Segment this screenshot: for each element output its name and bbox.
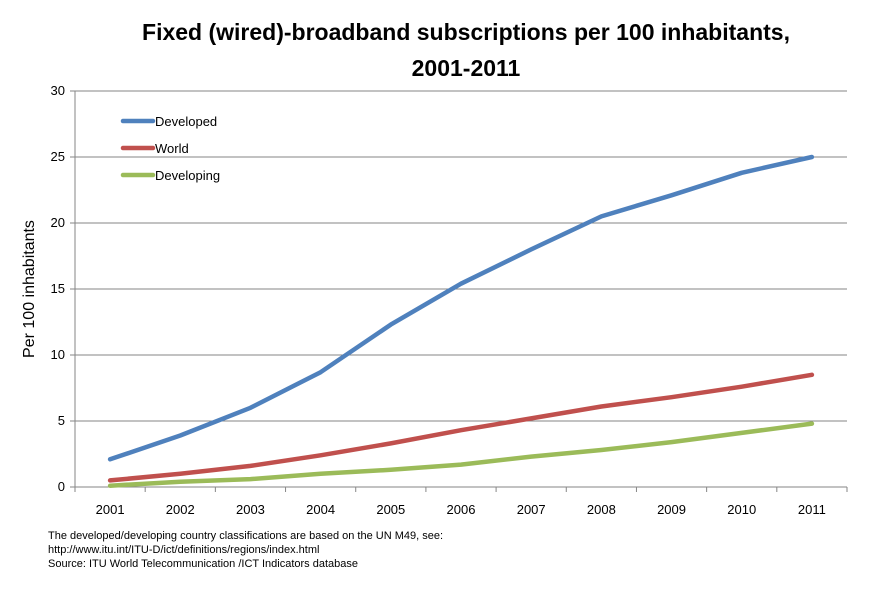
- x-tick-label-2009: 2009: [657, 502, 686, 517]
- footnote: The developed/developing country classif…: [48, 529, 848, 571]
- y-tick-label-6: 30: [51, 83, 65, 98]
- x-tick-label-2006: 2006: [447, 502, 476, 517]
- x-tick-label-2004: 2004: [306, 502, 335, 517]
- footnote-url: http://www.itu.int/ITU-D/ict/definitions…: [48, 544, 320, 556]
- x-tick-label-2002: 2002: [166, 502, 195, 517]
- y-tick-label-3: 15: [51, 281, 65, 296]
- legend-label-world: World: [155, 141, 189, 156]
- x-tick-label-2005: 2005: [376, 502, 405, 517]
- y-tick-label-4: 20: [51, 215, 65, 230]
- series-line-developed: [107, 154, 815, 462]
- y-tick-label-1: 5: [58, 413, 65, 428]
- x-tick-label-2003: 2003: [236, 502, 265, 517]
- legend-label-developing: Developing: [155, 168, 220, 183]
- x-tick-label-2008: 2008: [587, 502, 616, 517]
- x-tick-label-2007: 2007: [517, 502, 546, 517]
- y-tick-label-2: 10: [51, 347, 65, 362]
- footnote-classification: The developed/developing country classif…: [48, 530, 444, 542]
- x-tick-label-2010: 2010: [727, 502, 756, 517]
- x-tick-label-2001: 2001: [96, 502, 125, 517]
- footnote-source: Source: ITU World Telecommunication /ICT…: [48, 558, 358, 570]
- x-tick-label-2011: 2011: [798, 502, 826, 517]
- series-line-world: [107, 372, 815, 483]
- series-line-developing: [107, 421, 815, 488]
- y-tick-label-0: 0: [58, 479, 65, 494]
- legend-label-developed: Developed: [155, 114, 217, 129]
- y-tick-label-5: 25: [51, 149, 65, 164]
- chart-title: Fixed (wired)-broadband subscriptions pe…: [142, 19, 790, 81]
